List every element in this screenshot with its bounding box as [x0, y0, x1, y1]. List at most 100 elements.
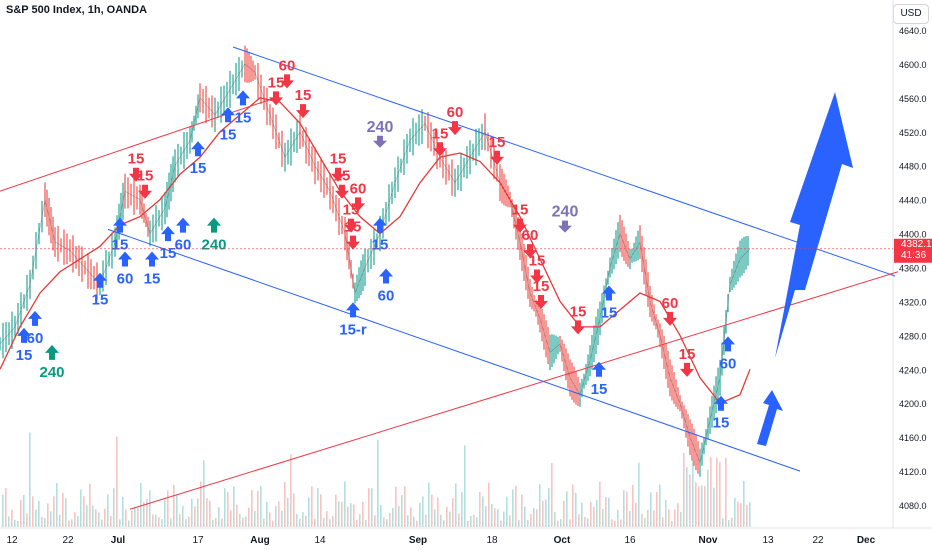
volume-bar	[86, 505, 88, 527]
volume-bar	[113, 488, 115, 527]
volume-bar	[275, 506, 277, 527]
sell-signal-arrow	[335, 184, 349, 199]
sell-signal-label: 15	[137, 168, 154, 185]
volume-bar	[734, 497, 736, 527]
volume-bar	[407, 515, 409, 527]
volume-bar	[476, 517, 478, 527]
sell-signal-label: 15	[570, 303, 587, 320]
volume-bar	[560, 519, 562, 527]
buy-signal-arrow	[93, 272, 107, 288]
volume-bar	[719, 462, 721, 527]
volume-bar	[383, 517, 385, 527]
volume-bar	[554, 512, 556, 527]
x-tick-label: 17	[192, 535, 204, 546]
volume-bar	[302, 511, 304, 527]
volume-bar	[20, 499, 22, 527]
volume-bar	[731, 517, 733, 527]
volume-bar	[497, 508, 499, 527]
volume-bar	[587, 518, 589, 527]
small-up-arrow	[757, 390, 783, 446]
large-up-arrow	[775, 92, 853, 358]
volume-bar	[623, 490, 625, 527]
sell-signal-arrow	[530, 269, 544, 284]
volume-bar	[323, 518, 325, 527]
x-tick-label: Jul	[111, 535, 126, 546]
volume-bar	[698, 486, 700, 527]
volume-bar	[77, 516, 79, 527]
volume-bar	[644, 518, 646, 527]
volume-bar	[11, 509, 13, 527]
sell-signal-label: 15	[529, 253, 546, 270]
volume-bar	[416, 520, 418, 527]
last-price-box	[894, 238, 932, 263]
volume-bar	[206, 498, 208, 527]
sell-signal-label: 15	[489, 134, 506, 151]
volume-bar	[581, 502, 583, 527]
volume-bar	[380, 504, 382, 527]
volume-bar	[515, 485, 517, 527]
volume-bar	[299, 518, 301, 527]
volume-bar	[308, 497, 310, 527]
volume-bar	[245, 516, 247, 527]
volume-bar	[536, 509, 538, 527]
x-tick-label: 16	[624, 535, 636, 546]
volume-bar	[668, 509, 670, 527]
volume-bar	[314, 518, 316, 527]
volume-bar	[80, 489, 82, 527]
volume-bar	[473, 514, 475, 527]
volume-bar	[737, 501, 739, 527]
volume-bar	[695, 482, 697, 527]
volume-bar	[362, 501, 364, 527]
volume-bar	[392, 507, 394, 527]
x-tick-label: Aug	[250, 535, 269, 546]
sell-signal-arrow	[269, 91, 283, 106]
sell-signal-arrow	[280, 74, 294, 89]
buy-signal-label: 240	[201, 237, 226, 254]
volume-bar	[23, 495, 25, 527]
volume-bar	[284, 482, 286, 527]
volume-bar	[287, 497, 289, 527]
volume-bar	[374, 515, 376, 527]
sell-signal-arrow	[129, 167, 143, 182]
buy-signal-label: 15	[591, 381, 608, 398]
trend-line	[232, 46, 896, 277]
volume-bar	[686, 466, 688, 527]
volume-bar	[83, 496, 85, 527]
volume-bar	[590, 501, 592, 527]
volume-bar	[263, 518, 265, 527]
volume-bar	[305, 515, 307, 527]
volume-bar	[743, 481, 745, 527]
volume-bar	[350, 503, 352, 527]
volume-bar	[209, 500, 211, 527]
volume-bar	[398, 505, 400, 527]
price-series	[0, 63, 751, 464]
x-tick-label: Dec	[857, 535, 876, 546]
volume-bar	[710, 457, 712, 527]
volume-bar	[704, 486, 706, 527]
buy-signal-arrow	[207, 217, 221, 233]
volume-bar	[485, 506, 487, 527]
buy-signal-arrow	[113, 217, 127, 233]
x-tick-label: 13	[762, 535, 774, 546]
volume-bar	[290, 454, 292, 527]
volume-bar	[188, 516, 190, 527]
volume-bar	[8, 516, 10, 527]
sell-signal-arrow	[344, 218, 358, 233]
volume-bar	[59, 514, 61, 527]
volume-bar	[98, 512, 100, 527]
volume-bar	[143, 501, 145, 527]
sell-signal-label: 15	[128, 151, 145, 168]
volume-bar	[329, 519, 331, 527]
volume-bar	[140, 482, 142, 527]
volume-bar	[338, 501, 340, 527]
volume-bar	[41, 516, 43, 527]
volume-bar	[401, 494, 403, 527]
volume-bar	[107, 494, 109, 527]
volume-bar	[17, 520, 19, 527]
buy-signal-label: 15	[601, 304, 618, 321]
gray-signal-arrow	[373, 135, 387, 148]
x-tick-label: Nov	[699, 535, 718, 546]
volume-bar	[344, 481, 346, 527]
buy-signal-label: 15	[190, 160, 207, 177]
buy-signal-arrow	[221, 107, 235, 123]
